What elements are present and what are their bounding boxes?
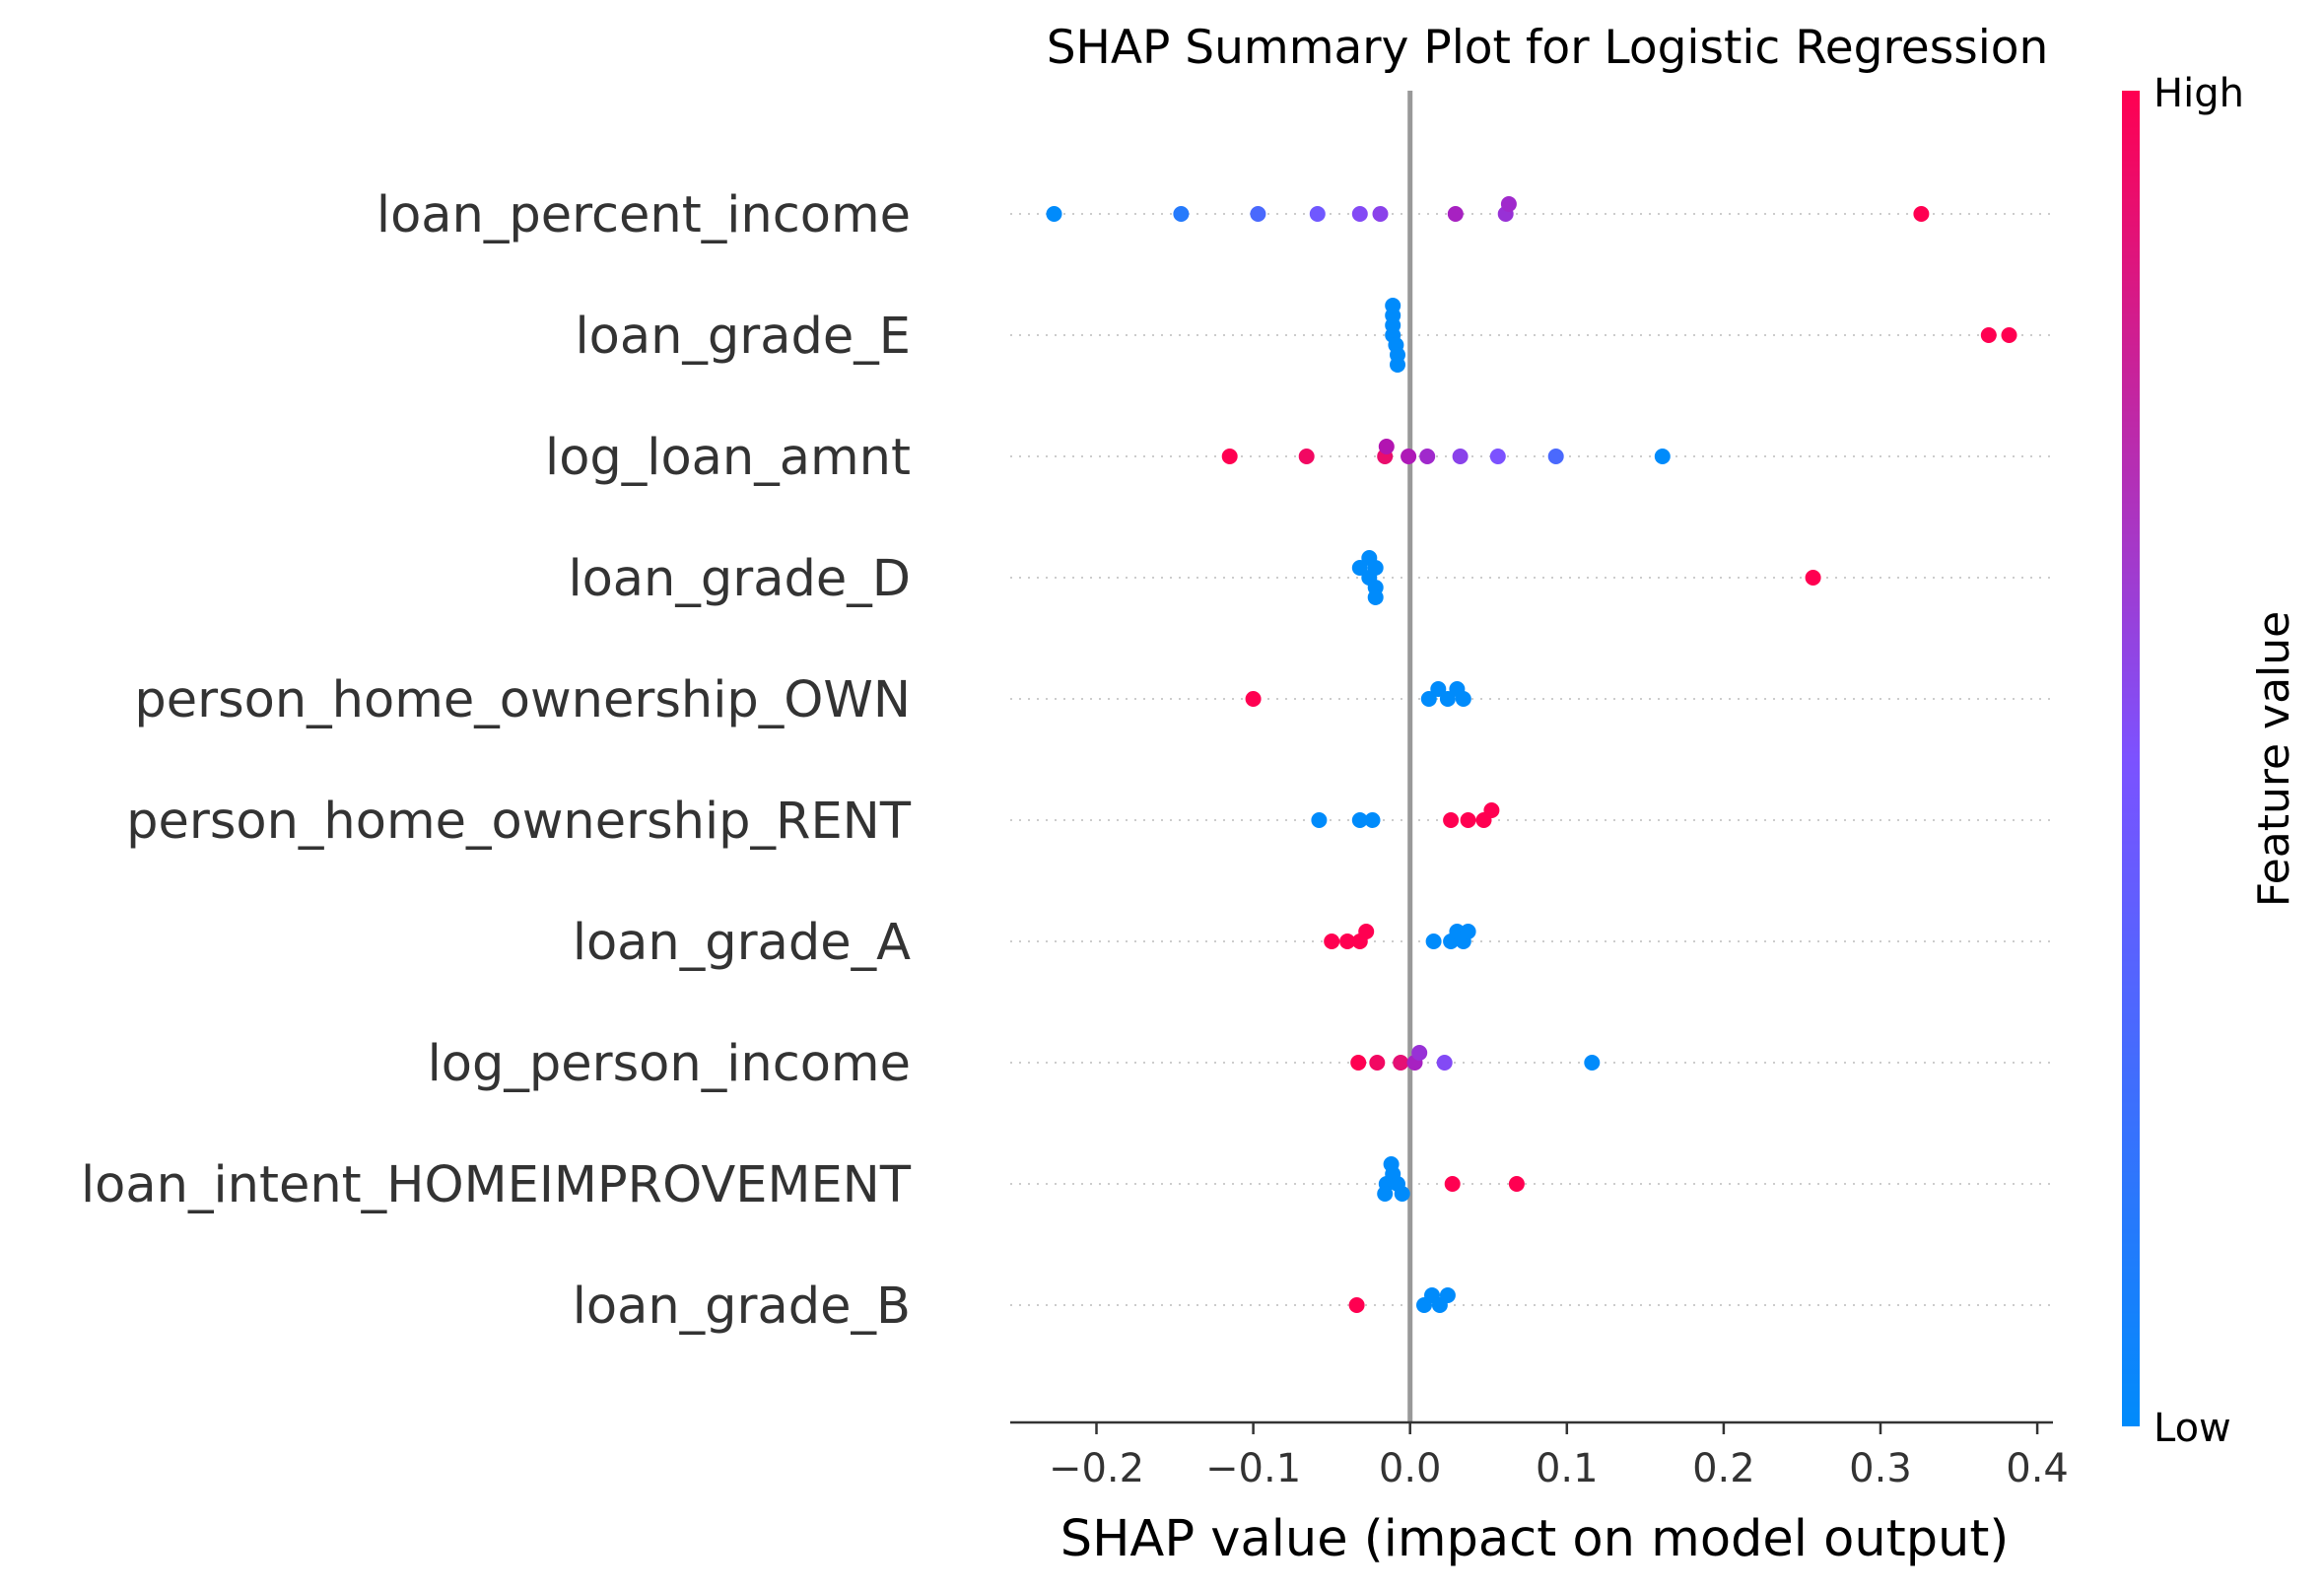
shap-point (2001, 327, 2017, 343)
x-axis: −0.2 −0.1 0.0 0.1 0.2 0.3 0.4 (1010, 1420, 2069, 1491)
colorbar-gradient (2122, 91, 2140, 1426)
shap-point (1443, 812, 1460, 828)
shap-point (1348, 1297, 1365, 1313)
shap-point (1411, 1045, 1428, 1061)
shap-point (1361, 550, 1378, 566)
shap-point (1393, 1055, 1409, 1071)
shap-point (1980, 327, 1997, 343)
feature-label-loan-grade-e: loan_grade_E (575, 308, 911, 366)
shap-point (1221, 449, 1238, 464)
shap-point (1805, 570, 1821, 586)
shap-point (1390, 357, 1405, 373)
shap-point (1324, 934, 1340, 949)
shap-point (1654, 449, 1671, 464)
feature-label-loan-percent-income: loan_percent_income (376, 186, 911, 244)
x-tick-label: 0.2 (1692, 1446, 1755, 1491)
shap-point (1245, 691, 1262, 707)
shap-point (1385, 298, 1401, 313)
shap-point (1419, 449, 1436, 464)
shap-point (1298, 449, 1315, 464)
feature-label-loan-grade-b: loan_grade_B (573, 1278, 911, 1336)
shap-point (1383, 1156, 1400, 1172)
shap-point (1173, 206, 1190, 222)
shap-point (1508, 1176, 1525, 1192)
colorbar-high-label: High (2153, 71, 2244, 116)
shap-point (1913, 206, 1930, 222)
shap-point (1489, 449, 1506, 464)
shap-point (1250, 206, 1266, 222)
shap-point (1430, 681, 1447, 697)
shap-point (1547, 449, 1564, 464)
shap-point (1378, 439, 1395, 454)
shap-point (1309, 206, 1326, 222)
shap-point (1425, 934, 1442, 949)
shap-point (1439, 1287, 1456, 1303)
feature-label-loan-grade-a: loan_grade_A (573, 914, 911, 972)
x-tick-label: 0.3 (1849, 1446, 1912, 1491)
shap-point (1394, 1186, 1410, 1202)
shap-point (1447, 206, 1464, 222)
x-axis-label: SHAP value (impact on model output) (1060, 1510, 2010, 1568)
shap-point (1460, 812, 1476, 828)
feature-label-loan-intent-homeimprovement: loan_intent_HOMEIMPROVEMENT (81, 1156, 912, 1214)
shap-point (1351, 206, 1368, 222)
shap-point (1351, 812, 1368, 828)
shap-point (1455, 691, 1471, 707)
x-tick-label: −0.2 (1049, 1446, 1144, 1491)
shap-point (1369, 1055, 1386, 1071)
x-tick-label: 0.4 (2006, 1446, 2069, 1491)
shap-point (1364, 812, 1381, 828)
shap-point (1500, 196, 1517, 212)
colorbar-title: Feature value (2249, 611, 2299, 907)
shap-point (1584, 1055, 1601, 1071)
shap-point (1377, 1186, 1394, 1202)
shap-point (1372, 206, 1389, 222)
feature-label-log-loan-amnt: log_loan_amnt (545, 429, 911, 487)
feature-label-log-person-income: log_person_income (428, 1035, 911, 1093)
shap-point (1350, 1055, 1367, 1071)
x-tick-label: −0.1 (1205, 1446, 1301, 1491)
data-points (1046, 196, 2017, 1313)
feature-label-loan-grade-d: loan_grade_D (568, 550, 911, 608)
shap-point (1460, 924, 1476, 939)
shap-point (1452, 449, 1469, 464)
shap-point (1483, 802, 1500, 818)
feature-label-person-home-ownership-rent: person_home_ownership_RENT (126, 793, 912, 851)
shap-point (1339, 934, 1356, 949)
shap-point (1444, 1176, 1461, 1192)
shap-point (1046, 206, 1062, 222)
chart-title: SHAP Summary Plot for Logistic Regressio… (1047, 21, 2049, 75)
shap-point (1367, 589, 1384, 605)
shap-point (1358, 924, 1375, 939)
shap-point (1311, 812, 1328, 828)
colorbar: High Low Feature value (2122, 71, 2299, 1451)
x-tick-label: 0.0 (1379, 1446, 1442, 1491)
shap-point (1420, 691, 1437, 707)
x-tick-label: 0.1 (1536, 1446, 1599, 1491)
feature-label-person-home-ownership-own: person_home_ownership_OWN (134, 671, 911, 729)
feature-rows: loan_percent_income loan_grade_E log_loan_… (81, 186, 2053, 1336)
colorbar-low-label: Low (2153, 1406, 2231, 1451)
shap-point (1436, 1055, 1453, 1071)
shap-point (1351, 560, 1368, 576)
shap-point (1439, 691, 1456, 707)
shap-point (1401, 449, 1417, 464)
